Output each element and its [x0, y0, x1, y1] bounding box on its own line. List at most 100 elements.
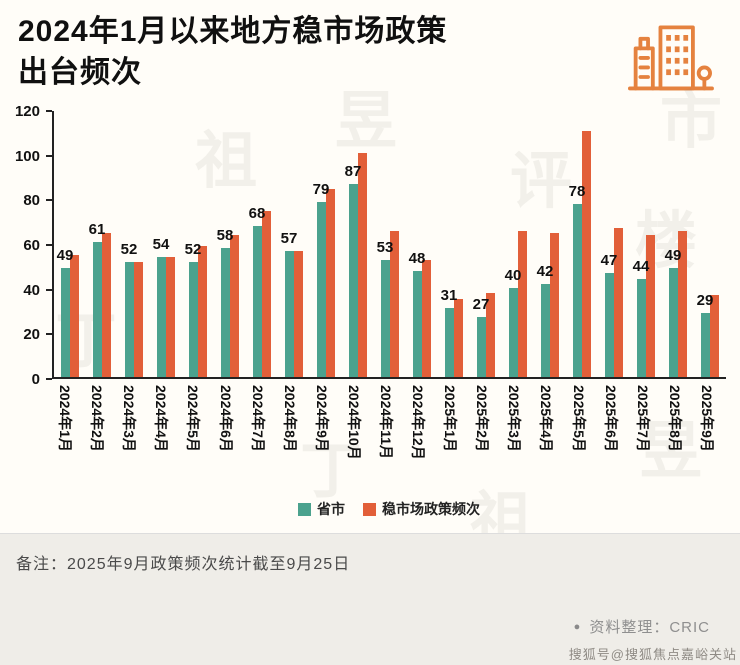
bar-group: 58	[214, 111, 246, 377]
bar-value-label: 54	[152, 236, 170, 254]
bar-value-label: 48	[408, 249, 426, 267]
bar-policy-freq	[454, 299, 463, 377]
bar-policy-freq	[422, 259, 431, 377]
bar-province	[285, 250, 294, 377]
y-tick-mark	[46, 199, 52, 202]
y-tick-mark	[46, 154, 52, 157]
x-axis-label: 2024年7月	[249, 385, 266, 452]
bar-value-label: 52	[120, 240, 138, 258]
bar-value-label: 52	[184, 240, 202, 258]
footer: 备注：2025年9月政策频次统计截至9月25日 ● 资料整理：CRIC 搜狐号@…	[0, 533, 740, 665]
bar-value-label: 58	[216, 227, 234, 245]
x-axis-label: 2025年4月	[538, 385, 555, 452]
page-title: 2024年1月以来地方稳市场政策 出台频次	[18, 12, 447, 93]
legend-swatch-icon	[298, 502, 311, 516]
buildings-icon	[622, 14, 718, 103]
bar-policy-freq	[70, 255, 79, 377]
y-tick-label: 120	[14, 103, 40, 120]
x-axis-label: 2025年2月	[474, 385, 491, 452]
bar-group: 40	[502, 111, 534, 377]
bar-value-label: 47	[600, 251, 618, 269]
bar-province	[445, 308, 454, 377]
bar-province	[413, 270, 422, 377]
x-axis-label: 2024年6月	[217, 385, 234, 452]
bar-province	[701, 312, 710, 377]
bar-policy-freq	[326, 188, 335, 377]
bar-province	[669, 268, 678, 377]
bar-value-label: 29	[696, 291, 714, 309]
bar-policy-freq	[134, 261, 143, 377]
page-title-line1: 2024年1月以来地方稳市场政策	[18, 15, 448, 48]
legend-swatch-icon	[363, 502, 376, 516]
bar-group: 61	[86, 111, 118, 377]
bar-province	[221, 248, 230, 377]
bar-group: 47	[598, 111, 630, 377]
bar-value-label: 49	[664, 247, 682, 265]
x-axis-label: 2025年6月	[602, 385, 619, 452]
bar-province	[573, 204, 582, 377]
x-axis-label: 2025年8月	[666, 385, 683, 452]
bar-group: 27	[470, 111, 502, 377]
bar-province	[381, 259, 390, 377]
bar-province	[637, 279, 646, 377]
bar-province	[477, 317, 486, 377]
y-tick-label: 20	[23, 326, 40, 344]
x-axis-label: 2024年9月	[313, 385, 330, 452]
chart: 0 20 40 60 80 100 120 49 61 52 54 52 58 68 57 79 87 53 48…	[0, 103, 740, 519]
bar-policy-freq	[710, 294, 719, 377]
bar-policy-freq	[550, 232, 559, 377]
y-tick-label: 80	[23, 192, 40, 210]
x-axis-label: 2025年3月	[506, 385, 523, 452]
bar-policy-freq	[102, 232, 111, 377]
bar-group: 87	[342, 111, 374, 377]
bar-group: 54	[150, 111, 182, 377]
plot-area: 49 61 52 54 52 58 68 57 79 87 53 48 31 27 40 42 78 47 44 49…	[52, 111, 726, 379]
bar-policy-freq	[646, 235, 655, 377]
bar-province	[189, 261, 198, 377]
y-axis: 0 20 40 60 80 100 120	[10, 103, 52, 388]
x-axis-label: 2025年9月	[698, 385, 715, 452]
bar-value-label: 79	[312, 180, 330, 198]
bar-group: 44	[630, 111, 662, 377]
bar-group: 52	[118, 111, 150, 377]
y-tick-mark	[46, 244, 52, 246]
x-axis-label: 2024年2月	[89, 385, 106, 452]
x-axis-label: 2024年5月	[185, 385, 202, 452]
y-tick-mark	[46, 333, 52, 336]
bar-value-label: 40	[504, 267, 522, 285]
bar-province	[605, 272, 614, 377]
bar-province	[509, 288, 518, 377]
x-axis-label: 2024年10月	[345, 385, 362, 460]
bar-policy-freq	[230, 235, 239, 377]
bar-value-label: 68	[248, 205, 266, 223]
bar-group: 57	[278, 111, 310, 377]
legend-item: 稳市场政策频次	[363, 499, 480, 519]
bar-policy-freq	[262, 210, 271, 377]
y-tick-mark	[46, 110, 52, 112]
x-axis: 2024年1月 2024年2月 2024年3月 2024年4月 2024年5月 2024年…	[52, 379, 726, 495]
y-tick-label: 100	[14, 147, 40, 165]
y-tick-label: 60	[23, 237, 40, 254]
y-tick-mark	[46, 378, 52, 380]
bar-group: 49	[662, 111, 694, 377]
bar-province	[125, 261, 134, 377]
bar-policy-freq	[166, 257, 175, 377]
bar-province	[93, 241, 102, 377]
bar-group: 29	[694, 111, 726, 377]
x-axis-label: 2024年12月	[410, 385, 427, 460]
bar-group: 68	[246, 111, 278, 377]
bar-group: 31	[438, 111, 470, 377]
legend-label: 省市	[317, 501, 345, 517]
bar-policy-freq	[518, 230, 527, 377]
x-axis-label: 2024年3月	[121, 385, 138, 452]
bar-group: 48	[406, 111, 438, 377]
bar-policy-freq	[614, 228, 623, 377]
y-tick-label: 40	[23, 281, 40, 299]
legend-item: 省市	[298, 499, 345, 519]
x-axis-label: 2025年5月	[570, 385, 587, 452]
bar-policy-freq	[294, 250, 303, 377]
x-axis-label: 2025年7月	[634, 385, 651, 452]
bar-value-label: 57	[280, 229, 298, 247]
source-row: ● 资料整理：CRIC	[574, 616, 710, 637]
